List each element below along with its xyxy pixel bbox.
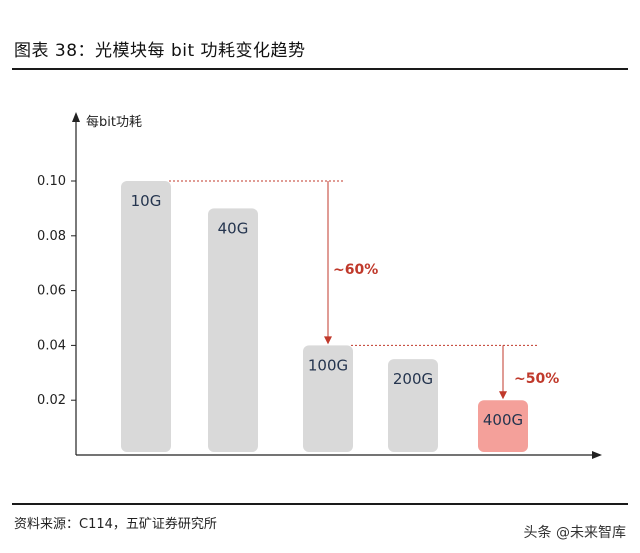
source-note: 资料来源：C114，五矿证券研究所 xyxy=(14,517,217,532)
annotation-arrowhead xyxy=(499,391,507,400)
bar-label-200g: 200G xyxy=(393,370,433,388)
chart-axes: 每bit功耗 0.10 0.08 0.06 0.04 0.02 xyxy=(37,112,602,459)
y-tick-label: 0.08 xyxy=(37,229,66,244)
footer-divider xyxy=(12,503,628,505)
page-title: 图表 38：光模块每 bit 功耗变化趋势 xyxy=(14,41,306,61)
bar-10g xyxy=(121,181,171,452)
chart: 每bit功耗 0.10 0.08 0.06 0.04 0.02 10G 40G 100G 200… xyxy=(37,112,602,459)
title-divider xyxy=(12,68,628,70)
y-axis-title: 每bit功耗 xyxy=(86,114,142,130)
chart-bars: 10G 40G 100G 200G 400G xyxy=(121,181,528,452)
bar-label-100g: 100G xyxy=(308,356,348,374)
annotation-arrowhead xyxy=(324,336,332,345)
annotation-label: ~60% xyxy=(333,262,378,278)
bar-400g xyxy=(478,400,528,452)
watermark: 头条 @未来智库 xyxy=(519,521,630,543)
bar-40g xyxy=(208,208,258,452)
y-tick-label: 0.02 xyxy=(37,393,66,408)
bar-100g xyxy=(303,345,353,452)
y-axis-arrow xyxy=(72,112,80,122)
bar-200g xyxy=(388,359,438,452)
y-tick-label: 0.06 xyxy=(37,284,66,299)
y-tick-label: 0.04 xyxy=(37,338,66,353)
annotation-label: ~50% xyxy=(514,371,559,387)
chart-annotations: ~60% ~50% xyxy=(169,180,559,400)
bar-label-400g: 400G xyxy=(483,411,523,429)
x-axis-arrow xyxy=(592,451,602,459)
y-tick-label: 0.10 xyxy=(37,174,66,189)
bar-label-40g: 40G xyxy=(218,219,249,237)
bar-label-10g: 10G xyxy=(131,192,162,210)
